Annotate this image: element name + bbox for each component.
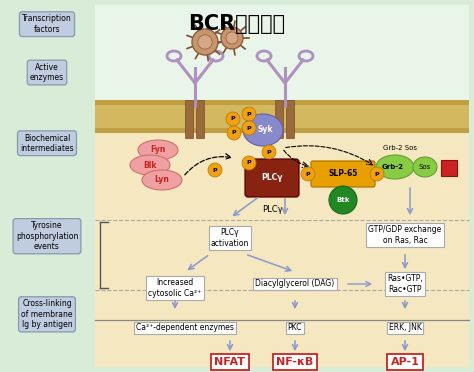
Text: SLP-65: SLP-65 (328, 170, 358, 179)
Text: AP-1: AP-1 (391, 357, 419, 367)
Circle shape (301, 167, 315, 181)
Circle shape (262, 145, 276, 159)
Text: P: P (246, 160, 251, 166)
Text: Active
enzymes: Active enzymes (30, 63, 64, 82)
Text: P: P (246, 112, 251, 116)
Circle shape (192, 29, 218, 55)
Text: Increased
cytosolic Ca²⁺: Increased cytosolic Ca²⁺ (148, 278, 201, 298)
Circle shape (370, 167, 384, 181)
Text: Cross-linking
of membrane
Ig by antigen: Cross-linking of membrane Ig by antigen (21, 299, 73, 329)
Text: ERK, JNK: ERK, JNK (389, 324, 421, 333)
Text: PKC: PKC (288, 324, 302, 333)
Text: PLCγ
activation: PLCγ activation (211, 228, 249, 248)
Text: P: P (246, 125, 251, 131)
Circle shape (226, 112, 240, 126)
Bar (95, 103, 469, 367)
Ellipse shape (142, 170, 182, 190)
Text: Grb-2 Sos: Grb-2 Sos (383, 145, 417, 151)
Bar (95, 5, 469, 103)
Bar (185, 100, 193, 138)
Text: Biochemical
intermediates: Biochemical intermediates (20, 134, 74, 153)
Bar (275, 100, 283, 138)
Circle shape (329, 186, 357, 214)
Ellipse shape (376, 155, 414, 179)
Ellipse shape (413, 157, 437, 177)
Circle shape (198, 35, 212, 49)
Circle shape (221, 27, 243, 49)
Bar (196, 100, 204, 138)
Text: Blk: Blk (143, 160, 157, 170)
Bar (441, 160, 457, 176)
Text: Diacylglycerol (DAG): Diacylglycerol (DAG) (255, 279, 335, 289)
FancyBboxPatch shape (311, 161, 375, 187)
Text: P: P (231, 116, 235, 122)
Circle shape (242, 107, 256, 121)
Text: Ras•GTP,
Rac•GTP: Ras•GTP, Rac•GTP (387, 274, 423, 294)
Text: PLCγ: PLCγ (261, 173, 283, 183)
Text: Syk: Syk (257, 125, 273, 134)
Text: P: P (213, 167, 217, 173)
Bar (95, 100, 469, 105)
Text: Ca²⁺-dependent enzymes: Ca²⁺-dependent enzymes (136, 324, 234, 333)
Text: Tyrosine
phosphorylation
events: Tyrosine phosphorylation events (16, 221, 78, 251)
Text: Grb-2: Grb-2 (382, 164, 404, 170)
Bar (95, 128, 469, 133)
Bar (95, 100, 469, 132)
Circle shape (226, 32, 238, 44)
Text: Fyn: Fyn (150, 145, 166, 154)
Circle shape (242, 121, 256, 135)
Circle shape (242, 156, 256, 170)
Text: Lyn: Lyn (155, 176, 169, 185)
Text: GTP/GDP exchange
on Ras, Rac: GTP/GDP exchange on Ras, Rac (368, 225, 442, 245)
Ellipse shape (138, 140, 178, 160)
Ellipse shape (130, 155, 170, 175)
FancyBboxPatch shape (245, 159, 299, 197)
Text: Sos: Sos (419, 164, 431, 170)
Ellipse shape (243, 114, 283, 146)
Circle shape (227, 126, 241, 140)
Bar (286, 100, 294, 138)
Text: NFAT: NFAT (215, 357, 246, 367)
Text: P: P (267, 150, 271, 154)
Text: P: P (232, 131, 237, 135)
Text: P: P (374, 171, 379, 176)
Text: NF-κB: NF-κB (276, 357, 314, 367)
Text: PLCγ: PLCγ (262, 205, 283, 215)
Text: BCR信号传导: BCR信号传导 (189, 14, 285, 34)
Circle shape (208, 163, 222, 177)
Text: Transcription
factors: Transcription factors (22, 15, 72, 34)
Text: P: P (306, 171, 310, 176)
Text: Btk: Btk (336, 197, 350, 203)
